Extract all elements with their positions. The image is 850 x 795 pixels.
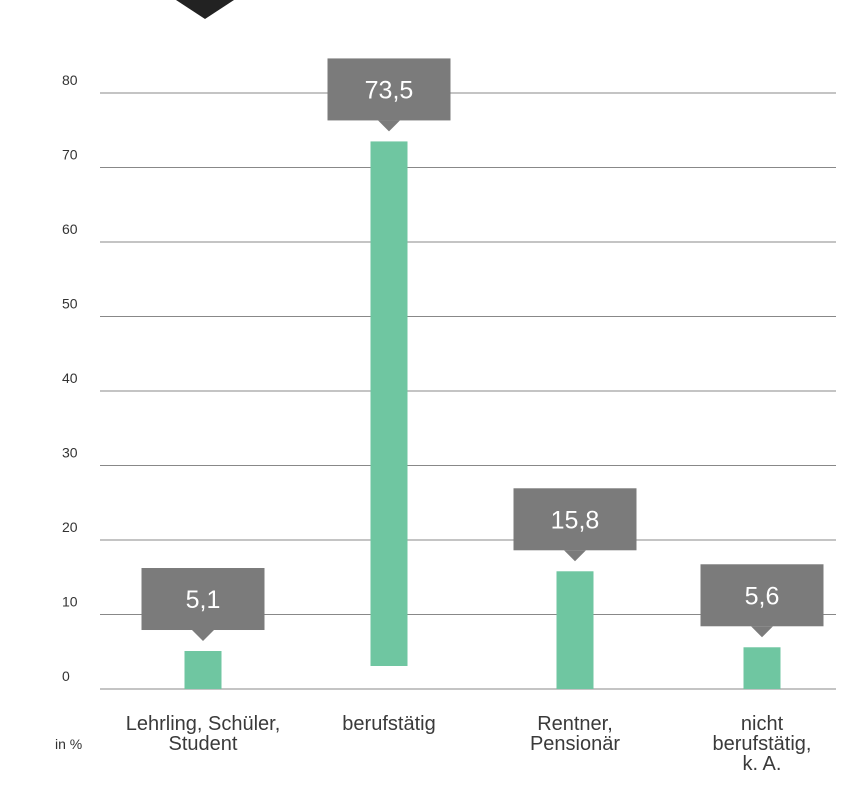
data-label-text: 5,6 (745, 582, 780, 610)
data-label-pointer (378, 120, 400, 132)
data-label-box (700, 564, 824, 627)
category-label: Rentner, Pensionär (530, 713, 620, 755)
data-label-text: 5,1 (186, 586, 221, 614)
y-tick-label: 50 (62, 296, 78, 312)
data-label-box (513, 488, 637, 551)
y-tick-label: 0 (62, 668, 70, 684)
y-tick-label: 60 (62, 221, 78, 237)
y-tick-label: 20 (62, 519, 78, 535)
data-label: 15,8 (513, 488, 637, 562)
data-label-box (141, 568, 265, 631)
y-axis-ticks: 0 10 20 30 40 50 60 70 80 (62, 72, 78, 684)
y-tick-label: 10 (62, 594, 78, 610)
bars (184, 141, 781, 689)
data-label: 73,5 (327, 58, 451, 132)
data-label-text: 15,8 (551, 506, 600, 534)
bar (743, 647, 781, 689)
bar (184, 651, 222, 689)
unit-label: in % (55, 736, 82, 752)
data-label: 5,6 (700, 564, 824, 638)
data-label-pointer (751, 626, 773, 638)
data-label-box (327, 58, 451, 121)
category-label: berufstätig (342, 713, 435, 735)
y-tick-label: 80 (62, 72, 78, 88)
data-label-pointer (564, 550, 586, 562)
data-label-text: 73,5 (365, 76, 414, 104)
y-tick-label: 40 (62, 370, 78, 386)
data-label-pointer (192, 630, 214, 642)
data-label: 5,1 (141, 568, 265, 642)
bar (370, 141, 408, 667)
y-tick-label: 70 (62, 147, 78, 163)
data-labels: 5,1 73,5 15,8 5,6 (141, 58, 824, 642)
category-labels: Lehrling, Schüler, Student berufstätig Rent… (126, 713, 812, 775)
bar (556, 571, 594, 689)
category-label: Lehrling, Schüler, Student (126, 713, 281, 755)
category-label: nicht berufstätig, k. A. (713, 713, 812, 775)
top-marker-icon (176, 0, 234, 19)
y-tick-label: 30 (62, 445, 78, 461)
